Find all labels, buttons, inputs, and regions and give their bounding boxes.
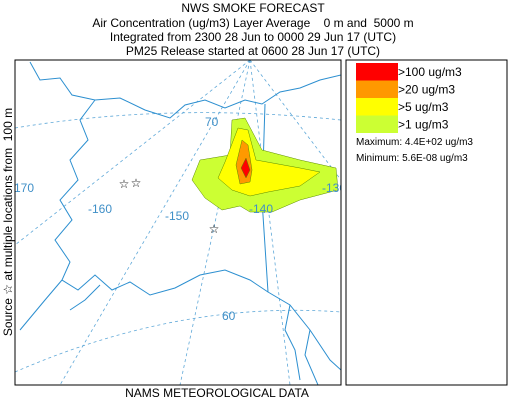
legend-swatch [356, 115, 398, 133]
legend: >100 ug/m3 >20 ug/m3 >5 ug/m3 >1 ug/m3 [356, 63, 462, 133]
grid-label: -140 [249, 202, 273, 216]
grid-label: 70 [205, 115, 219, 129]
legend-swatch [356, 98, 398, 116]
title: NWS SMOKE FORECAST [181, 1, 325, 15]
subtitle: Integrated from 2300 28 Jun to 0000 29 J… [110, 30, 396, 44]
grid-label: -170 [10, 181, 34, 195]
grid-label: 60 [222, 309, 236, 323]
map-frame [14, 59, 342, 386]
subtitle: PM25 Release started at 0600 28 Jun 17 (… [126, 44, 380, 58]
source-markers: ☆ ☆ ☆ [119, 176, 220, 236]
smoke-plume [191, 117, 339, 213]
legend-frame [345, 59, 508, 386]
grid-label: -150 [165, 209, 189, 223]
legend-label: >1 ug/m3 [398, 118, 449, 132]
map: 70 -170 -160 -150 -140 -130 60 ☆ ☆ ☆ [10, 59, 346, 386]
grid-label: -160 [88, 202, 112, 216]
svg-text:☆: ☆ [209, 222, 220, 236]
legend-label: >20 ug/m3 [398, 83, 455, 97]
minimum: Minimum: 5.6E-08 ug/m3 [356, 153, 468, 164]
grid-label: -130 [322, 181, 346, 195]
graticule [15, 60, 341, 385]
legend-swatch [356, 63, 398, 81]
legend-swatch [356, 80, 398, 98]
svg-text:☆: ☆ [119, 177, 130, 191]
legend-label: >5 ug/m3 [398, 100, 449, 114]
maximum: Maximum: 4.4E+02 ug/m3 [356, 137, 473, 148]
coastline [19, 61, 341, 385]
side-label: Source ☆ at multiple locations from 100 … [1, 108, 15, 336]
plume-contour [240, 157, 251, 179]
svg-text:☆: ☆ [131, 176, 142, 190]
footer: NAMS METEOROLOGICAL DATA [125, 386, 309, 400]
subtitle: Air Concentration (ug/m3) Layer Average … [92, 16, 413, 30]
legend-label: >100 ug/m3 [398, 65, 462, 79]
